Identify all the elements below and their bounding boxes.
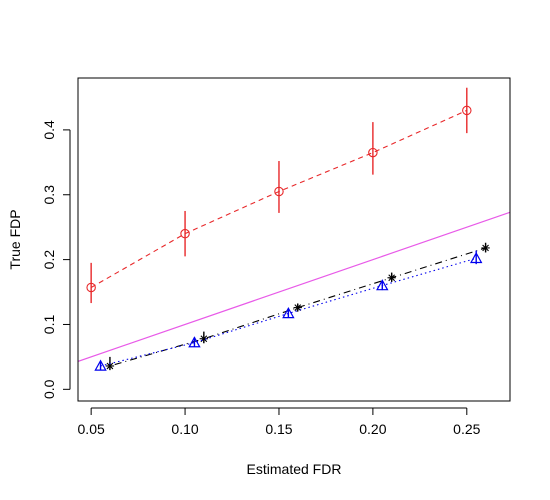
reference-line bbox=[78, 211, 510, 363]
data-point bbox=[293, 303, 302, 312]
data-point bbox=[105, 361, 115, 371]
axes: 0.05 0.10 0.15 0.20 0.25 0.0 0.1 0.2 0.3 0.4 bbox=[41, 120, 481, 437]
data-point bbox=[376, 279, 389, 291]
data-point bbox=[368, 147, 378, 158]
data-point-stroke bbox=[482, 244, 489, 252]
plot-content bbox=[78, 87, 510, 371]
data-point bbox=[180, 228, 190, 239]
y-tick-label: 0.2 bbox=[41, 250, 57, 270]
y-tick-label: 0.1 bbox=[41, 315, 57, 335]
y-tick-label: 0.0 bbox=[41, 379, 57, 399]
data-point bbox=[481, 243, 490, 253]
x-tick-label: 0.25 bbox=[453, 421, 480, 437]
y-tick-label: 0.4 bbox=[41, 120, 57, 140]
x-tick-label: 0.20 bbox=[359, 421, 386, 437]
x-tick-label: 0.05 bbox=[78, 421, 105, 437]
data-point bbox=[282, 307, 295, 319]
series-line bbox=[109, 247, 486, 367]
x-axis-label: Estimated FDR bbox=[247, 461, 342, 477]
y-axis-label: True FDP bbox=[7, 209, 23, 269]
data-point bbox=[462, 105, 472, 116]
data-point bbox=[387, 273, 396, 282]
data-point-stroke bbox=[388, 274, 396, 282]
data-point-stroke bbox=[106, 362, 114, 370]
y-tick-label: 0.3 bbox=[41, 185, 57, 205]
x-tick-label: 0.15 bbox=[265, 421, 292, 437]
series-triangle bbox=[94, 250, 483, 371]
plot-frame bbox=[77, 77, 511, 402]
data-point bbox=[188, 336, 201, 348]
x-tick-label: 0.10 bbox=[171, 421, 198, 437]
data-point bbox=[274, 186, 284, 197]
data-point bbox=[86, 282, 96, 293]
series-star bbox=[105, 242, 490, 371]
data-point-stroke bbox=[294, 304, 302, 311]
data-point bbox=[94, 359, 107, 371]
data-point bbox=[469, 251, 483, 264]
data-point bbox=[199, 334, 209, 343]
series-circle bbox=[86, 87, 472, 304]
